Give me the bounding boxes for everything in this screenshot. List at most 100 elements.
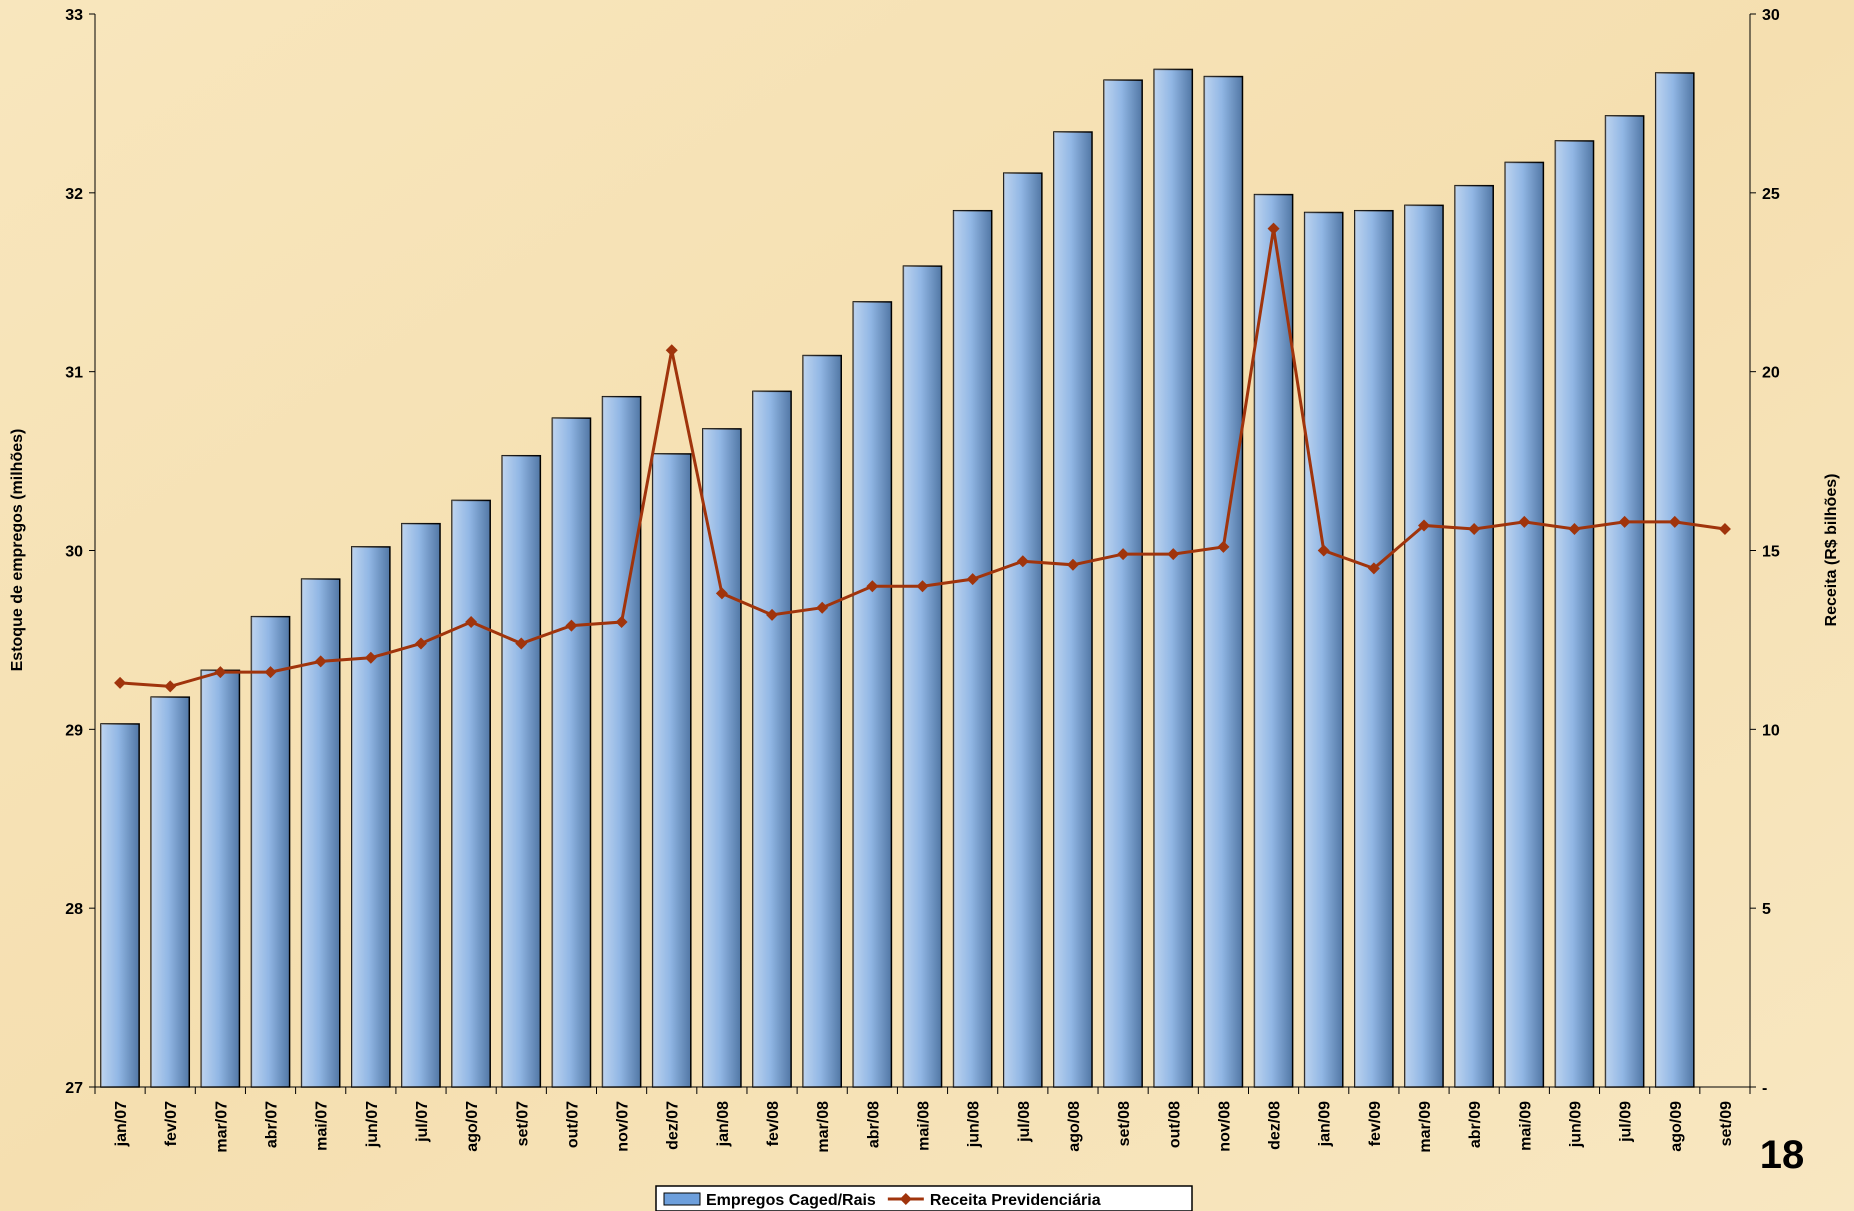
bar-shine <box>1605 115 1644 1087</box>
x-tick-label: jun/07 <box>364 1101 381 1148</box>
line-marker <box>1016 555 1029 568</box>
x-tick-label: ago/09 <box>1668 1101 1685 1152</box>
x-tick-label: fev/07 <box>163 1101 180 1146</box>
bar-shine <box>401 523 441 1087</box>
bar-shine <box>1254 194 1293 1087</box>
y-tick-label: 28 <box>65 901 83 918</box>
legend-box <box>655 1185 1193 1211</box>
x-tick-label: mar/09 <box>1417 1101 1434 1153</box>
bar-shine <box>1204 76 1243 1087</box>
line-marker <box>715 587 728 600</box>
legend-marker <box>899 1193 912 1205</box>
y2-tick-label: 10 <box>1762 722 1780 739</box>
line-marker <box>1718 523 1731 536</box>
line-marker <box>866 580 879 593</box>
x-tick-label: out/07 <box>564 1101 581 1148</box>
y2-tick-label: - <box>1762 1080 1767 1097</box>
line-marker <box>1217 540 1230 553</box>
bar-shine <box>1104 80 1143 1087</box>
line-marker <box>615 616 628 629</box>
bar-shine <box>151 697 190 1087</box>
x-tick-label: jan/07 <box>113 1101 130 1147</box>
bar-shine <box>101 723 140 1087</box>
line-marker <box>1167 548 1180 561</box>
x-tick-label: jul/07 <box>414 1101 431 1143</box>
bar-shine <box>452 500 491 1088</box>
x-tick-label: mar/07 <box>213 1101 230 1153</box>
x-tick-label: set/07 <box>514 1101 531 1146</box>
bar-shine <box>1304 212 1343 1087</box>
x-tick-label: jan/09 <box>1317 1101 1334 1147</box>
y-axis-title: Estoque de empregos (milhões) <box>9 429 26 672</box>
legend-label: Receita Previdenciária <box>930 1192 1101 1209</box>
line-marker <box>1668 515 1681 528</box>
bar-shine <box>251 616 290 1087</box>
y2-tick-label: 25 <box>1762 186 1780 203</box>
y2-axis-title: Receita (R$ bilhões) <box>1823 474 1840 627</box>
line-marker <box>414 637 427 650</box>
bar-shine <box>1505 162 1544 1088</box>
x-tick-label: jun/09 <box>1567 1101 1584 1148</box>
x-tick-label: jan/08 <box>715 1101 732 1147</box>
line-marker <box>1117 548 1130 561</box>
bar-shine <box>1053 132 1093 1087</box>
x-tick-label: dez/08 <box>1267 1101 1284 1150</box>
x-tick-label: nov/07 <box>615 1101 632 1152</box>
line-marker <box>314 655 327 668</box>
bar-shine <box>803 355 842 1087</box>
x-tick-label: set/08 <box>1116 1101 1133 1146</box>
line-marker <box>1418 519 1431 532</box>
bar-shine <box>602 396 641 1087</box>
y2-tick-label: 5 <box>1762 901 1771 918</box>
x-tick-label: fev/09 <box>1367 1101 1384 1146</box>
bar-shine <box>201 670 240 1087</box>
x-tick-label: dez/07 <box>665 1101 682 1150</box>
bar-shine <box>1003 173 1042 1087</box>
line-marker <box>114 676 127 689</box>
bar-shine <box>301 579 340 1087</box>
bar-shine <box>1555 140 1594 1087</box>
x-tick-label: fev/08 <box>765 1101 782 1146</box>
line-marker <box>1367 562 1380 575</box>
y-tick-label: 31 <box>65 365 83 382</box>
line-marker <box>214 666 227 679</box>
line-marker <box>916 580 929 593</box>
line-marker <box>816 601 829 614</box>
line-marker <box>665 344 678 357</box>
legend-label: Empregos Caged/Rais <box>706 1192 876 1209</box>
x-tick-label: mar/08 <box>815 1101 832 1153</box>
bar-shine <box>502 455 541 1087</box>
bar-shine <box>652 453 691 1087</box>
line-marker <box>1618 515 1631 528</box>
x-tick-label: abr/09 <box>1467 1101 1484 1148</box>
line-marker <box>1317 544 1330 557</box>
y-tick-label: 30 <box>65 544 83 561</box>
line-marker <box>465 616 478 629</box>
legend-swatch <box>663 1192 701 1206</box>
x-tick-label: mai/07 <box>314 1101 331 1151</box>
x-tick-label: mai/08 <box>916 1101 933 1151</box>
line-marker <box>515 637 528 650</box>
x-tick-label: set/09 <box>1718 1101 1735 1146</box>
y2-tick-label: 30 <box>1762 7 1780 24</box>
y-tick-label: 29 <box>65 722 83 739</box>
x-tick-label: abr/07 <box>264 1101 281 1148</box>
line-marker <box>766 608 779 621</box>
bar-shine <box>1455 185 1494 1087</box>
x-tick-label: ago/07 <box>464 1101 481 1152</box>
x-tick-label: jun/08 <box>966 1101 983 1148</box>
x-tick-label: mai/09 <box>1517 1101 1534 1151</box>
bar-shine <box>903 266 942 1087</box>
line-marker <box>966 573 979 586</box>
x-tick-label: ago/08 <box>1066 1101 1083 1152</box>
line-marker <box>1468 523 1481 536</box>
x-tick-label: jul/08 <box>1016 1101 1033 1143</box>
y2-tick-label: 20 <box>1762 365 1780 382</box>
y-tick-label: 33 <box>65 7 83 24</box>
y-tick-label: 32 <box>65 186 83 203</box>
line-marker <box>565 619 578 632</box>
line-marker <box>364 651 377 664</box>
x-tick-label: out/08 <box>1166 1101 1183 1148</box>
line-marker <box>264 666 277 679</box>
